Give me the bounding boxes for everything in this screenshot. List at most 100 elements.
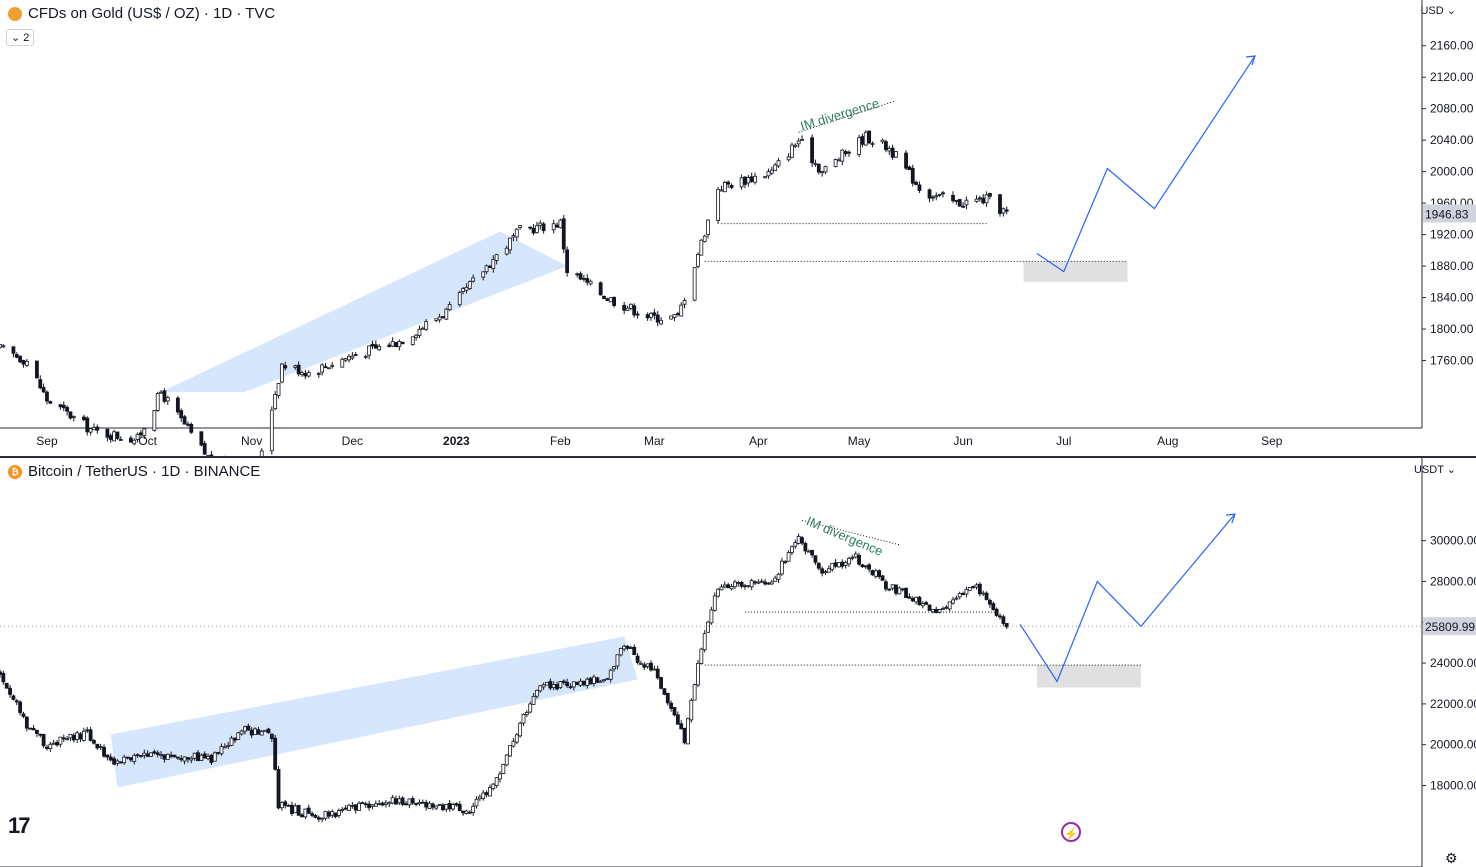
candle-body xyxy=(259,450,264,456)
candle-body xyxy=(743,176,747,185)
candle-body xyxy=(182,756,187,762)
candle-body xyxy=(404,803,408,806)
candle-body xyxy=(326,367,331,370)
y-tick-label: 1760.00 xyxy=(1430,354,1474,368)
btc-chart-canvas[interactable]: IM divergence30000.0028000.0026000.00240… xyxy=(0,458,1476,867)
candle-body xyxy=(353,354,358,356)
candle-body xyxy=(749,176,754,182)
candle-body xyxy=(649,662,653,671)
last-price-label: 25809.99 xyxy=(1425,620,1475,634)
candle-body xyxy=(816,163,821,173)
candle-body xyxy=(347,355,351,361)
candle-body xyxy=(434,805,439,809)
candle-body xyxy=(481,271,486,278)
tradingview-logo[interactable]: 17 xyxy=(8,813,31,838)
candle-body xyxy=(535,225,539,233)
candle-body xyxy=(702,633,707,651)
candle-body xyxy=(548,680,553,689)
candle-body xyxy=(380,802,385,806)
candle-body xyxy=(951,599,955,604)
candle-body xyxy=(330,811,335,816)
x-tick-label: Jun xyxy=(953,434,972,448)
candle-body xyxy=(605,298,610,301)
gear-icon[interactable]: ⚙ xyxy=(1445,850,1458,866)
candle-body xyxy=(991,603,996,611)
candle-body xyxy=(343,807,348,810)
candle-body xyxy=(494,777,499,786)
candle-body xyxy=(316,373,321,375)
candle-body xyxy=(659,677,663,689)
candle-body xyxy=(722,182,727,193)
candle-body xyxy=(447,802,452,810)
candle-body xyxy=(722,584,727,588)
candle-body xyxy=(954,200,959,202)
y-tick-label: 20000.00 xyxy=(1430,738,1476,752)
candle-body xyxy=(954,597,959,600)
candle-body xyxy=(471,277,476,282)
y-tick-label: 2040.00 xyxy=(1430,133,1474,147)
candle-body xyxy=(390,797,395,804)
btc-chart-pane[interactable]: IM divergence30000.0028000.0026000.00240… xyxy=(0,458,1476,867)
gold-title-text: CFDs on Gold (US$ / OZ) · 1D · TVC xyxy=(28,5,276,22)
candle-body xyxy=(766,582,771,585)
candle-body xyxy=(625,307,630,311)
candle-body xyxy=(833,562,838,567)
candle-body xyxy=(24,716,29,729)
y-tick-label: 1880.00 xyxy=(1430,259,1474,273)
candle-body xyxy=(229,737,234,746)
candle-body xyxy=(561,680,566,683)
btc-currency-label: USDT xyxy=(1413,464,1444,476)
btc-title-text: Bitcoin / TetherUS · 1D · BINANCE xyxy=(28,463,261,480)
candle-body xyxy=(773,577,778,582)
gold-symbol-icon xyxy=(8,6,22,21)
projection-path xyxy=(1036,55,1256,273)
candle-body xyxy=(642,664,647,668)
candle-body xyxy=(746,177,751,184)
lightning-icon[interactable]: ⚡ xyxy=(1061,822,1081,842)
btc-symbol-title[interactable]: ₿ Bitcoin / TetherUS · 1D · BINANCE xyxy=(8,463,260,480)
candle-body xyxy=(471,805,476,813)
candle-body xyxy=(38,379,43,389)
candle-body xyxy=(877,570,882,577)
candle-body xyxy=(410,336,415,345)
x-tick-label: May xyxy=(848,434,871,448)
candle-body xyxy=(182,416,187,425)
candle-body xyxy=(233,737,237,741)
gold-currency-selector[interactable]: USD ⌄ xyxy=(1420,4,1456,17)
candle-body xyxy=(394,798,398,805)
collapse-indicators-button[interactable]: ⌄ 2 xyxy=(6,29,35,46)
gold-chart-canvas[interactable]: IM divergence 2160.00 2120.00 2080.00 2040.0… xyxy=(0,0,1476,456)
candle-body xyxy=(61,404,66,409)
candle-body xyxy=(172,754,177,758)
candle-body xyxy=(545,682,549,686)
candle-body xyxy=(655,668,660,679)
candle-body xyxy=(1004,209,1009,212)
candle-body xyxy=(108,756,113,761)
candle-body xyxy=(498,773,502,780)
candle-body xyxy=(776,160,781,167)
candle-body xyxy=(920,603,925,607)
candle-body xyxy=(1004,623,1009,628)
candle-body xyxy=(917,184,922,191)
candle-body xyxy=(753,581,757,584)
candle-body xyxy=(243,726,247,732)
candle-body xyxy=(1001,616,1006,624)
pane-separator[interactable] xyxy=(0,456,1476,458)
candle-body xyxy=(675,313,680,316)
gold-chart-pane[interactable]: IM divergence 2160.00 2120.00 2080.00 2040.0… xyxy=(0,0,1476,456)
candle-body xyxy=(55,741,59,746)
btc-currency-selector[interactable]: USDT ⌄ xyxy=(1414,463,1456,476)
candle-body xyxy=(152,751,157,754)
candle-body xyxy=(105,428,110,438)
last-price-label: 1946.83 xyxy=(1425,207,1469,221)
candle-body xyxy=(847,557,851,565)
gold-symbol-title[interactable]: CFDs on Gold (US$ / OZ) · 1D · TVC xyxy=(8,5,275,22)
candle-body xyxy=(266,728,271,734)
candle-body xyxy=(894,584,898,594)
candle-body xyxy=(736,582,741,584)
candle-body xyxy=(870,143,875,145)
candle-body xyxy=(353,804,358,811)
candle-body xyxy=(24,360,29,366)
candle-body xyxy=(488,265,492,268)
candle-body xyxy=(0,671,2,675)
